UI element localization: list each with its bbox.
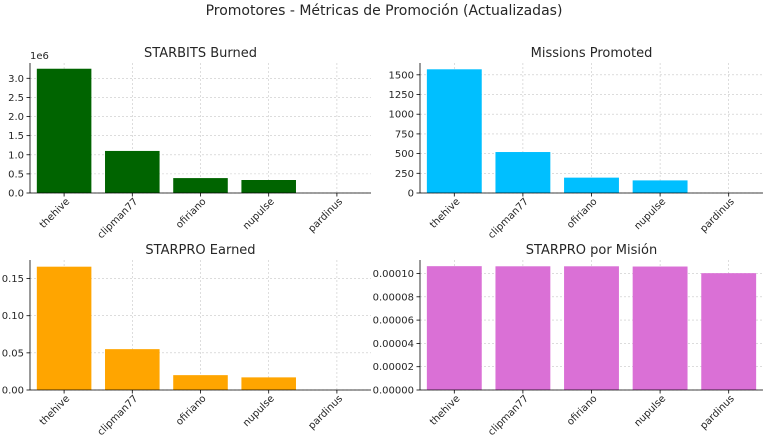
chart-2-y-tick-label: 250 <box>395 169 414 180</box>
chart-1-bar-thehive <box>36 68 92 193</box>
chart-3-x-tick-label: pardinus <box>307 393 345 431</box>
chart-2-y-tick-label: 1500 <box>389 70 414 81</box>
chart-4-bar-thehive <box>426 266 482 390</box>
chart-4-y-tick-label: 0.00006 <box>373 316 414 327</box>
chart-1-offset-label: 1e6 <box>30 51 49 62</box>
chart-3-x-tick-label: thehive <box>38 393 72 427</box>
chart-1-x-tick-label: nupulse <box>241 196 277 232</box>
chart-2-y-tick-label: 1000 <box>389 110 414 121</box>
chart-3-y-tick-label: 0.00 <box>2 386 24 397</box>
chart-1-y-tick-label: 0.5 <box>8 169 24 180</box>
chart-1-y-tick-label: 3.0 <box>8 74 24 85</box>
chart-4-x-tick-label: ofiriano <box>565 393 600 428</box>
chart-4-title: STARPRO por Misión <box>526 243 657 258</box>
chart-4-y-tick-label: 0.00000 <box>373 386 414 397</box>
chart-4-bar-clipman77 <box>495 266 551 390</box>
chart-1-y-tick-label: 1.5 <box>8 131 24 142</box>
chart-2-x-tick-label: thehive <box>428 196 462 230</box>
chart-2-bar-ofiriano <box>564 177 619 193</box>
chart-4-bar-pardinus <box>701 273 757 390</box>
chart-3-bar-thehive <box>36 266 92 390</box>
subplot-starpro-earned: 0.00 0.05 0.10 0.15 thehive clipman77 ofiriano… <box>2 243 371 438</box>
chart-3-x-tick-label: ofiriano <box>174 393 209 428</box>
chart-4-y-tick-label: 0.00008 <box>373 292 414 303</box>
chart-1-x-tick-label: pardinus <box>307 196 345 234</box>
chart-1-bar-clipman77 <box>105 150 160 193</box>
chart-2-bar-nupulse <box>632 180 688 193</box>
chart-1-x-tick-label: thehive <box>38 196 72 230</box>
chart-4-y-tick-label: 0.00010 <box>373 269 414 280</box>
chart-1-x-tick-label: ofiriano <box>174 196 209 231</box>
chart-4-x-tick-label: clipman77 <box>486 393 531 438</box>
chart-1-title: STARBITS Burned <box>144 46 257 61</box>
chart-3-x-tick-label: nupulse <box>241 393 277 429</box>
chart-4-y-tick-label: 0.00004 <box>373 339 414 350</box>
chart-3-y-tick-label: 0.05 <box>2 348 24 359</box>
chart-2-title: Missions Promoted <box>531 46 653 61</box>
chart-2-bar-clipman77 <box>495 152 551 193</box>
chart-3-y-tick-label: 0.15 <box>2 274 24 285</box>
subplot-starpro-por-mision: 0.00000 0.00002 0.00004 0.00006 0.00008 0.000… <box>373 243 763 438</box>
chart-1-y-tick-label: 2.0 <box>8 112 24 123</box>
chart-1-bar-ofiriano <box>173 178 228 193</box>
chart-1-bar-nupulse <box>241 180 296 193</box>
subplot-starbits-burned: 0.0 0.5 1.0 1.5 2.0 2.5 3.0 thehive clipman77 ofi… <box>8 46 371 241</box>
chart-1-y-tick-label: 0.0 <box>8 189 24 200</box>
chart-2-x-tick-label: ofiriano <box>565 196 600 231</box>
chart-2-x-tick-label: nupulse <box>633 196 669 232</box>
chart-4-bar-ofiriano <box>564 266 619 390</box>
chart-3-x-tick-label: clipman77 <box>96 393 141 438</box>
chart-3-bar-ofiriano <box>173 375 228 390</box>
chart-3-bar-clipman77 <box>105 349 160 390</box>
chart-4-x-tick-label: pardinus <box>698 393 736 431</box>
chart-1-x-tick-label: clipman77 <box>96 196 141 241</box>
chart-4-x-tick-label: nupulse <box>633 393 669 429</box>
chart-3-title: STARPRO Earned <box>145 243 255 258</box>
chart-2-x-tick-label: clipman77 <box>486 196 531 241</box>
chart-2-y-tick-label: 500 <box>395 149 414 160</box>
chart-1-y-tick-label: 1.0 <box>8 150 24 161</box>
chart-2-x-tick-label: pardinus <box>698 196 736 234</box>
chart-4-bar-nupulse <box>632 266 688 390</box>
subplot-missions-promoted: 0 250 500 750 1000 1250 1500 thehive clipman77 of… <box>389 46 763 241</box>
chart-4-y-tick-label: 0.00002 <box>373 362 414 373</box>
chart-2-bar-thehive <box>426 69 482 193</box>
chart-4-x-tick-label: thehive <box>428 393 462 427</box>
chart-3-bar-nupulse <box>241 377 296 390</box>
chart-2-y-tick-label: 1250 <box>389 90 414 101</box>
chart-3-y-tick-label: 0.10 <box>2 311 24 322</box>
chart-2-y-tick-label: 750 <box>395 129 414 140</box>
chart-2-y-tick-label: 0 <box>408 189 414 200</box>
chart-1-y-tick-label: 2.5 <box>8 93 24 104</box>
figure-title: Promotores - Métricas de Promoción (Actu… <box>206 3 563 19</box>
